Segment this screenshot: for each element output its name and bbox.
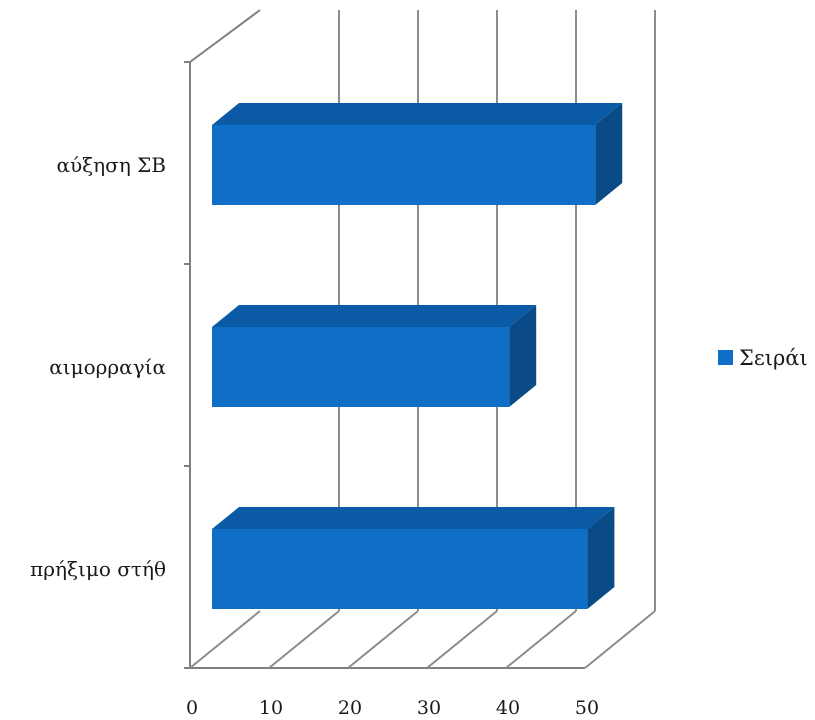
legend-label: Σειράι (739, 346, 808, 370)
floor-gridline (347, 610, 419, 669)
category-labels: αύξηση ΣΒ αιμορραγία πρήξιμο στήθ (30, 153, 166, 581)
x-tick-label: 30 (417, 697, 441, 719)
category-label: αύξηση ΣΒ (57, 153, 167, 177)
legend: Σειράι (718, 346, 808, 370)
x-tick-label: 40 (496, 697, 520, 719)
floor-gridline (426, 610, 498, 669)
x-tick-label: 10 (259, 697, 283, 719)
category-label: αιμορραγία (49, 355, 166, 379)
bar (212, 327, 510, 407)
bar-top-face (212, 507, 615, 529)
bar-side-face (595, 103, 623, 205)
floor-gridline (268, 610, 340, 669)
bar (212, 125, 596, 205)
x-tick-label: 50 (575, 697, 599, 719)
bar (212, 529, 588, 609)
bar-side-face (509, 305, 537, 407)
x-tick-label: 20 (338, 697, 362, 719)
category-label: πρήξιμο στήθ (30, 557, 166, 581)
bar-top-face (212, 305, 537, 327)
floor-gridline (584, 610, 656, 669)
x-axis-tick-labels: 0 10 20 30 40 50 (186, 697, 599, 719)
bar-side-face (587, 507, 615, 609)
bars (212, 103, 623, 609)
x-tick-label: 0 (186, 697, 198, 719)
bar-top-face (212, 103, 623, 125)
left-wall-top-edge (189, 9, 261, 63)
legend-swatch (718, 350, 733, 365)
floor-gridline (505, 610, 577, 669)
floor-gridline (189, 610, 261, 669)
